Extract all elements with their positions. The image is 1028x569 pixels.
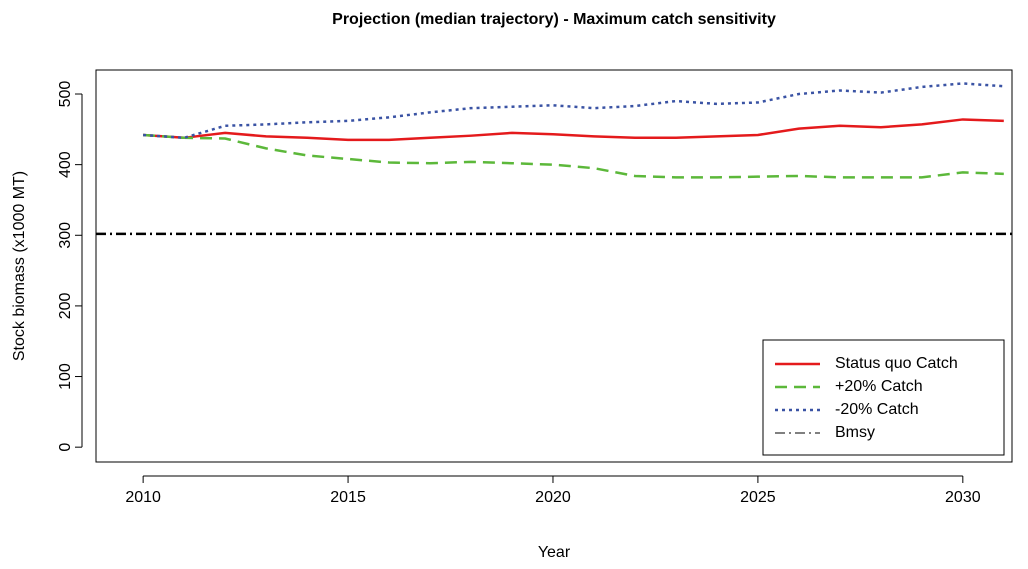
series-line [143,118,1004,142]
plot-frame [95,69,1013,463]
x-tick-label: 2030 [945,489,981,506]
legend-label: Bmsy [835,424,875,441]
y-tick-label: 500 [57,81,74,108]
chart-title: Projection (median trajectory) - Maximum… [332,11,776,28]
legend-label: Status quo Catch [835,355,958,372]
legend-label: -20% Catch [835,401,919,418]
x-tick-label: 2020 [535,489,571,506]
legend-label: +20% Catch [835,378,923,395]
series-line [143,133,1004,179]
x-tick-label: 2010 [125,489,161,506]
x-axis-label: Year [538,544,571,561]
x-tick-label: 2015 [330,489,366,506]
legend-box [762,339,1005,456]
y-tick-label: 0 [57,443,74,452]
y-tick-label: 400 [57,151,74,178]
y-tick-label: 100 [57,363,74,390]
y-axis-label: Stock biomass (x1000 MT) [11,171,28,361]
series-line [143,82,1004,140]
y-tick-label: 300 [57,222,74,249]
y-tick-label: 200 [57,292,74,319]
x-tick-label: 2025 [740,489,776,506]
